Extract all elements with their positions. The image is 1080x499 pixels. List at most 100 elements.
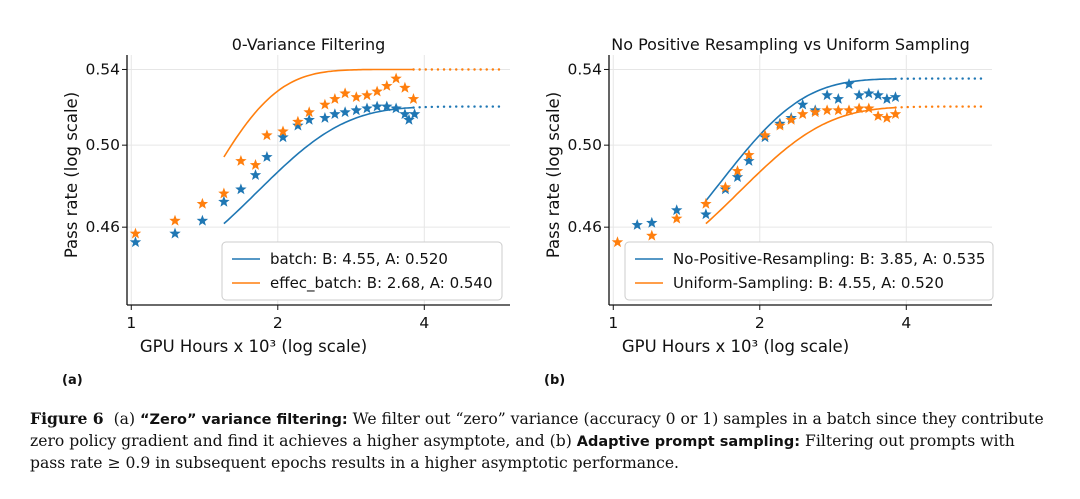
y-axis-label: Pass rate (log scale) [62, 92, 81, 258]
chart-panel-b: 1 2 4 0.46 0.50 0.54 No Positive Resampling vs… [544, 35, 994, 388]
data-point-blue [843, 78, 855, 89]
data-point-blue [303, 113, 315, 125]
data-point-orange [292, 115, 304, 127]
data-point-blue [129, 236, 142, 248]
figure-caption: Figure 6 (a) “Zero” variance filtering: … [30, 408, 1050, 474]
data-point-blue [319, 112, 331, 123]
caption-part-a: (a) [113, 410, 136, 428]
figure: 1 2 4 0.46 0.50 0.54 0-Variance Filtering GPU H… [62, 35, 994, 388]
data-point-blue [196, 214, 209, 226]
data-point-blue [371, 100, 383, 112]
x-tick-label: 1 [126, 314, 136, 332]
data-point-blue [832, 93, 844, 104]
data-point-orange [277, 125, 289, 137]
data-point-blue [277, 131, 289, 143]
x-tick-label: 4 [901, 314, 911, 332]
data-point-orange [196, 197, 209, 209]
data-point-orange [611, 236, 624, 248]
y-tick-label: 0.54 [85, 60, 120, 78]
extrapolation-curve-orange [894, 105, 986, 109]
legend-entry: batch: B: 4.55, A: 0.520 [270, 250, 448, 268]
data-point-blue [399, 108, 411, 119]
data-point-blue [350, 104, 362, 116]
caption-bold-a: “Zero” variance filtering: [140, 412, 348, 428]
data-point-orange [303, 106, 315, 118]
data-point-blue [700, 208, 712, 220]
data-point-orange [700, 197, 712, 209]
chart-title: 0-Variance Filtering [232, 35, 386, 54]
data-point-orange [329, 93, 341, 104]
chart-panel-a: 1 2 4 0.46 0.50 0.54 0-Variance Filtering GPU H… [62, 35, 510, 388]
x-axis-label: GPU Hours x 10³ (log scale) [140, 337, 367, 356]
legend: batch: B: 4.55, A: 0.520 effec_batch: B: … [221, 241, 503, 301]
data-point-orange [872, 110, 884, 121]
caption-label: Figure 6 [30, 409, 104, 428]
data-point-blue [821, 89, 833, 101]
data-point-blue [235, 183, 247, 195]
data-point-orange [399, 81, 411, 93]
data-point-blue [292, 119, 304, 131]
chart-title: No Positive Resampling vs Uniform Sampli… [611, 35, 969, 54]
y-axis-label: Pass rate (log scale) [544, 92, 563, 258]
fit-curve-orange [705, 106, 896, 225]
data-point-orange [339, 87, 351, 99]
panel-label: (b) [544, 373, 565, 388]
data-point-orange [169, 214, 181, 226]
legend-box [221, 241, 503, 301]
data-point-orange [129, 227, 142, 239]
y-tick-label: 0.46 [567, 218, 602, 236]
data-point-blue [889, 91, 902, 102]
data-point-blue [671, 204, 683, 216]
data-point-blue [390, 102, 402, 114]
data-point-orange [843, 104, 855, 116]
data-point-orange [261, 129, 273, 141]
data-point-orange [821, 104, 833, 116]
data-point-blue [881, 93, 893, 104]
data-point-blue [249, 169, 262, 180]
extrapolation-curve-blue [412, 105, 504, 109]
data-point-blue [731, 171, 744, 182]
legend-box [624, 241, 994, 301]
legend-entry: effec_batch: B: 2.68, A: 0.540 [270, 274, 493, 293]
data-point-blue [403, 113, 415, 125]
data-point-blue [646, 216, 658, 228]
data-point-orange [853, 102, 865, 114]
data-point-orange [863, 102, 875, 114]
data-point-orange [407, 93, 420, 104]
data-point-orange [646, 229, 658, 241]
data-point-orange [797, 108, 809, 119]
data-point-orange [832, 104, 844, 116]
legend-entry: Uniform-Sampling: B: 4.55, A: 0.520 [673, 274, 944, 292]
data-point-blue [863, 87, 875, 99]
y-tick-label: 0.54 [567, 60, 602, 78]
data-point-blue [218, 195, 230, 207]
data-point-orange [371, 85, 383, 97]
panel-label: (a) [62, 373, 83, 388]
caption-bold-b: Adaptive prompt sampling: [576, 434, 801, 450]
data-point-orange [350, 91, 362, 102]
legend: No-Positive-Resampling: B: 3.85, A: 0.53… [624, 241, 994, 301]
data-point-blue [797, 98, 809, 110]
x-tick-label: 2 [273, 314, 283, 332]
data-point-orange [743, 149, 755, 160]
data-point-orange [809, 106, 821, 118]
caption-text-a: We filter out “zero” variance (accuracy … [30, 410, 1044, 450]
fit-curve-blue [705, 78, 896, 202]
x-tick-label: 4 [419, 314, 429, 332]
data-point-orange [218, 187, 230, 199]
x-tick-label: 2 [755, 314, 765, 332]
data-point-orange [889, 108, 902, 119]
data-point-orange [881, 112, 893, 123]
caption-text-b: Filtering out prompts with pass rate ≥ 0… [30, 432, 1015, 472]
data-point-blue [853, 89, 865, 101]
fit-curve-orange [223, 68, 414, 158]
y-tick-label: 0.50 [85, 136, 120, 154]
data-point-orange [249, 159, 262, 170]
y-tick-label: 0.46 [85, 218, 120, 236]
data-point-blue [329, 108, 341, 119]
data-point-orange [785, 113, 797, 125]
caption-part-b: (b) [549, 432, 572, 450]
data-point-orange [759, 129, 771, 141]
data-point-blue [743, 155, 755, 166]
x-axis-label: GPU Hours x 10³ (log scale) [622, 337, 849, 356]
